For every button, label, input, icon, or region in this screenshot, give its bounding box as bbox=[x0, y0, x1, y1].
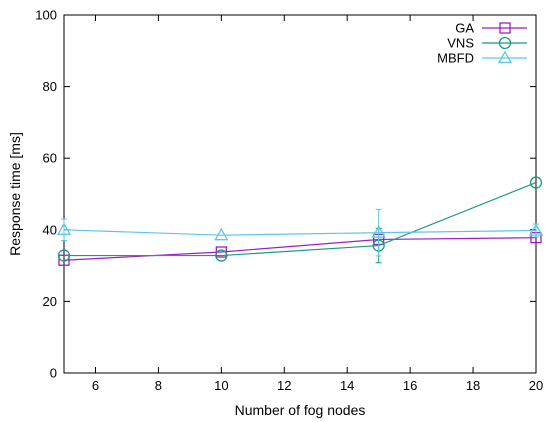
x-tick-label: 20 bbox=[529, 378, 543, 393]
legend-item-vns: VNS bbox=[447, 36, 527, 51]
data-point bbox=[57, 249, 71, 262]
y-axis-label: Response time [ms] bbox=[7, 132, 23, 256]
series-vns bbox=[57, 176, 543, 264]
legend-label: MBFD bbox=[437, 51, 474, 66]
y-tick-label: 0 bbox=[50, 366, 57, 381]
legend-item-mbfd: MBFD bbox=[437, 51, 527, 66]
legend-marker bbox=[498, 36, 512, 50]
x-tick-label: 14 bbox=[340, 378, 354, 393]
x-tick-label: 6 bbox=[92, 378, 99, 393]
plot-frame bbox=[63, 14, 537, 374]
y-tick-label: 60 bbox=[43, 151, 57, 166]
x-tick-label: 8 bbox=[155, 378, 162, 393]
series-mbfd bbox=[56, 208, 544, 257]
legend-label: VNS bbox=[447, 36, 474, 51]
series-line bbox=[63, 229, 537, 236]
data-point bbox=[56, 222, 72, 235]
legend-marker bbox=[497, 50, 513, 64]
y-tick-label: 80 bbox=[43, 79, 57, 94]
data-point bbox=[529, 176, 543, 189]
legend-marker bbox=[499, 22, 511, 34]
x-axis-label: Number of fog nodes bbox=[235, 402, 366, 418]
axes: 0 20 40 60 80 100 6 8 10 12 14 16 18 20 bbox=[35, 8, 543, 394]
x-tick-label: 10 bbox=[214, 378, 228, 393]
y-tick-label: 100 bbox=[35, 8, 57, 23]
legend-item-ga: GA bbox=[455, 21, 527, 36]
y-tick-label: 40 bbox=[43, 222, 57, 237]
data-point bbox=[214, 227, 229, 241]
x-tick-label: 12 bbox=[277, 378, 291, 393]
data-point bbox=[371, 225, 386, 238]
y-tick-label: 20 bbox=[43, 294, 57, 309]
series-line bbox=[64, 181, 537, 257]
x-tick-label: 18 bbox=[466, 378, 480, 393]
series-layer bbox=[56, 176, 544, 266]
series-line bbox=[63, 237, 537, 261]
data-point bbox=[528, 223, 544, 236]
data-point bbox=[215, 249, 228, 262]
x-tick-label: 16 bbox=[403, 378, 417, 393]
series-ga bbox=[58, 232, 542, 266]
legend-label: GA bbox=[455, 21, 474, 36]
